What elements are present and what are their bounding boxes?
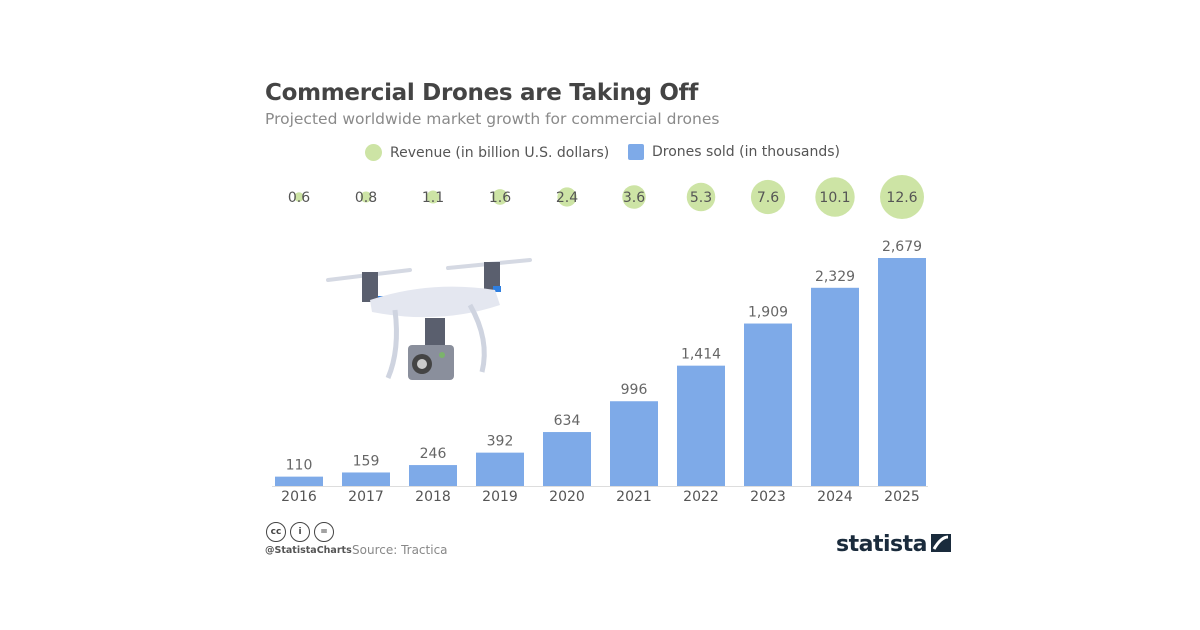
revenue-bubble bbox=[622, 185, 646, 209]
x-tick-label: 2022 bbox=[683, 489, 719, 505]
bar-value-label: 1,909 bbox=[748, 305, 788, 321]
bar bbox=[476, 452, 524, 486]
bar bbox=[610, 401, 658, 486]
revenue-label: 0.6 bbox=[288, 190, 310, 206]
cc-noderivs-icon: = bbox=[314, 522, 334, 542]
revenue-bubble bbox=[294, 192, 304, 202]
revenue-bubble bbox=[750, 179, 786, 215]
revenue-bubble bbox=[686, 182, 716, 212]
chart-subtitle: Projected worldwide market growth for co… bbox=[265, 110, 720, 128]
revenue-label: 1.6 bbox=[489, 190, 511, 206]
bar-value-label: 1,414 bbox=[681, 347, 721, 363]
revenue-label: 10.1 bbox=[819, 190, 850, 206]
revenue-label: 0.8 bbox=[355, 190, 377, 206]
revenue-label: 3.6 bbox=[623, 190, 645, 206]
x-tick-label: 2017 bbox=[348, 489, 384, 505]
drone-illustration bbox=[326, 258, 532, 380]
cc-attribution-icon: i bbox=[290, 522, 310, 542]
bar bbox=[744, 323, 792, 486]
twitter-handle: @StatistaCharts bbox=[265, 545, 352, 556]
legend-drones: Drones sold (in thousands) bbox=[628, 144, 840, 160]
bar bbox=[878, 258, 926, 486]
revenue-bubble bbox=[815, 177, 855, 217]
legend-square-icon bbox=[628, 144, 644, 160]
x-tick-label: 2016 bbox=[281, 489, 317, 505]
bar-value-label: 159 bbox=[353, 453, 380, 469]
legend-circle-icon bbox=[365, 144, 382, 161]
cc-license-icon: cc bbox=[266, 522, 286, 542]
bar-value-label: 246 bbox=[420, 446, 447, 462]
revenue-bubble bbox=[557, 187, 577, 207]
bar-value-label: 110 bbox=[286, 458, 313, 474]
bar bbox=[342, 472, 390, 486]
statista-logo-icon bbox=[930, 534, 951, 552]
bar bbox=[275, 476, 323, 486]
bar-value-label: 634 bbox=[554, 413, 581, 429]
revenue-label: 2.4 bbox=[556, 190, 578, 206]
bar-value-label: 996 bbox=[621, 382, 648, 398]
brand-text: statista bbox=[836, 532, 927, 557]
x-tick-label: 2018 bbox=[415, 489, 451, 505]
statista-logo: statista bbox=[836, 532, 951, 557]
revenue-label: 1.1 bbox=[422, 190, 444, 206]
x-tick-label: 2023 bbox=[750, 489, 786, 505]
chart-title: Commercial Drones are Taking Off bbox=[265, 80, 699, 106]
x-tick-label: 2020 bbox=[549, 489, 585, 505]
bar bbox=[677, 365, 725, 486]
x-tick-label: 2024 bbox=[817, 489, 853, 505]
x-tick-label: 2025 bbox=[884, 489, 920, 505]
source-link[interactable]: Source: Tractica bbox=[352, 543, 448, 557]
revenue-label: 7.6 bbox=[757, 190, 779, 206]
legend-label: Revenue (in billion U.S. dollars) bbox=[390, 144, 610, 161]
revenue-bubble bbox=[492, 189, 508, 205]
bar bbox=[543, 432, 591, 486]
revenue-label: 5.3 bbox=[690, 190, 712, 206]
bar-value-label: 2,329 bbox=[815, 269, 855, 285]
bar bbox=[811, 287, 859, 486]
revenue-bubble bbox=[360, 191, 372, 203]
revenue-label: 12.6 bbox=[886, 190, 917, 206]
revenue-bubble bbox=[880, 175, 924, 219]
legend-revenue: Revenue (in billion U.S. dollars) bbox=[365, 144, 609, 161]
bar bbox=[409, 465, 457, 486]
x-tick-label: 2021 bbox=[616, 489, 652, 505]
revenue-bubble bbox=[426, 190, 440, 204]
x-tick-label: 2019 bbox=[482, 489, 518, 505]
legend-label: Drones sold (in thousands) bbox=[652, 144, 840, 160]
bar-value-label: 392 bbox=[487, 434, 514, 450]
bar-value-label: 2,679 bbox=[882, 239, 922, 255]
